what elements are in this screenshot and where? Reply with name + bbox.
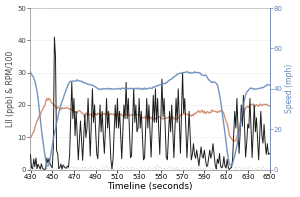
X-axis label: Timeline (seconds): Timeline (seconds) — [107, 182, 193, 191]
Y-axis label: Speed (mph): Speed (mph) — [285, 64, 294, 113]
Y-axis label: LII (ppb) & RPM/100: LII (ppb) & RPM/100 — [6, 51, 15, 127]
